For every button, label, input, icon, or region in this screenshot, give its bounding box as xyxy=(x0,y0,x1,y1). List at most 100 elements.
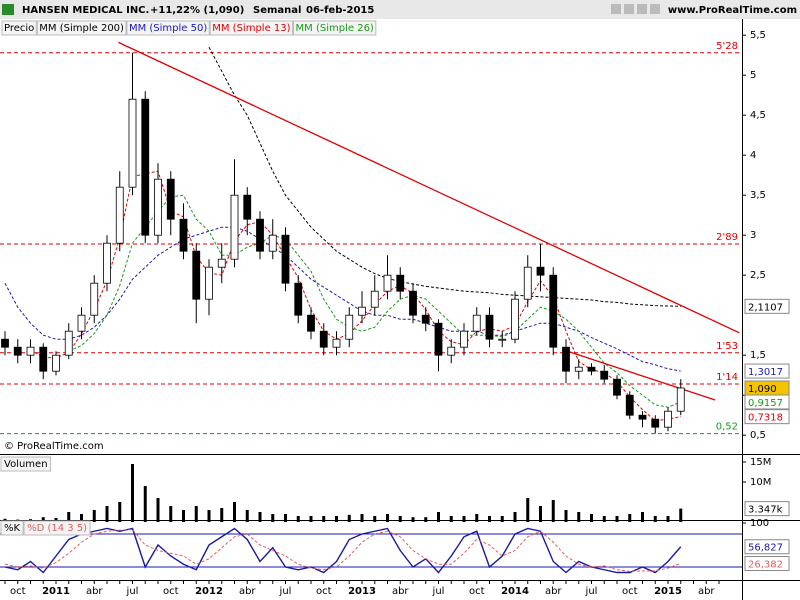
value-box-bg xyxy=(744,380,790,396)
candle-body xyxy=(154,178,162,236)
volume-bar xyxy=(513,512,517,522)
candle-body xyxy=(179,218,188,252)
value-box: 56,827 xyxy=(744,539,790,555)
level-label: 0,52 xyxy=(716,422,738,433)
volume-bar xyxy=(462,516,466,522)
candle-body xyxy=(103,242,111,284)
candle-body xyxy=(485,314,494,340)
credit: © ProRealTime.com xyxy=(4,441,104,452)
stoch-line xyxy=(4,529,681,572)
candle-body xyxy=(536,266,545,276)
candle-body xyxy=(409,290,417,316)
volume-bar xyxy=(411,517,415,522)
icon[interactable] xyxy=(611,4,621,14)
candle-body xyxy=(664,410,672,428)
icon[interactable] xyxy=(624,4,634,14)
volume-bar xyxy=(169,506,173,522)
y-tick-label: 10M xyxy=(750,477,771,488)
level-label: 1'53 xyxy=(716,341,738,352)
volume-bar xyxy=(564,510,568,522)
candle-body xyxy=(460,330,468,348)
candle-body xyxy=(358,306,366,316)
y-tick-label: 4,5 xyxy=(750,110,766,121)
value-box: 1,090 xyxy=(744,380,790,396)
volume-bar xyxy=(449,516,453,522)
candle-body xyxy=(52,354,60,372)
icon[interactable] xyxy=(650,4,660,14)
candle-body xyxy=(39,346,48,372)
volume-bar xyxy=(118,502,122,522)
y-tick-label: 2,5 xyxy=(750,270,766,281)
value-box-bg xyxy=(744,409,790,425)
value-box: 0,7318 xyxy=(744,409,790,425)
value-box: 0,9157 xyxy=(744,394,790,410)
panel-label-box xyxy=(0,456,52,472)
candle-body xyxy=(256,218,264,252)
y-tick-label: 5,5 xyxy=(750,30,766,41)
candle-body xyxy=(26,346,35,356)
value-box-label: 0,9157 xyxy=(748,398,783,409)
y-tick-label: 4 xyxy=(750,150,756,161)
value-box: 3.347k xyxy=(744,501,790,517)
y-tick-label: 15M xyxy=(750,457,771,468)
volume-bar xyxy=(373,516,377,522)
x-tick-label: 2015 xyxy=(654,586,682,597)
value-box-label: 2,1107 xyxy=(748,302,783,313)
legend-box xyxy=(36,20,127,36)
volume-bar xyxy=(92,510,96,522)
x-tick-label: oct xyxy=(469,586,485,597)
header-period: Semanal xyxy=(253,5,301,16)
value-box-bg xyxy=(744,539,790,555)
panel-label: %K xyxy=(4,523,21,534)
volume-bar xyxy=(194,506,198,522)
candle-body xyxy=(141,98,150,236)
volume-bar xyxy=(551,500,555,522)
candle-body xyxy=(600,370,609,380)
volume-bar xyxy=(271,514,275,522)
value-box-label: 0,7318 xyxy=(748,413,783,424)
candle-body xyxy=(319,330,328,348)
volume-bar xyxy=(182,510,185,522)
volume-bar xyxy=(615,516,619,522)
volume-bar xyxy=(258,512,262,522)
value-box-bg xyxy=(744,298,790,314)
panel-label: Volumen xyxy=(4,459,48,470)
legend-box xyxy=(126,20,210,36)
candle-body xyxy=(638,414,647,420)
x-tick-label: oct xyxy=(316,586,332,597)
y-tick-label: 3,5 xyxy=(750,190,766,201)
volume-bar xyxy=(131,464,134,522)
x-tick-label: oct xyxy=(622,586,638,597)
volume-bar xyxy=(526,498,530,522)
volume-bar xyxy=(386,514,389,522)
candle-body xyxy=(77,314,86,332)
candle-body xyxy=(651,418,660,428)
legend-box xyxy=(1,20,37,36)
volume-bar xyxy=(322,516,326,522)
candle-body xyxy=(676,387,685,412)
candle-body xyxy=(613,378,621,396)
legend-label: MM (Simple 13) xyxy=(212,23,290,34)
value-box: 26,382 xyxy=(744,555,790,571)
value-box-label: 26,382 xyxy=(748,559,783,570)
volume-bar xyxy=(641,512,644,522)
x-tick-label: abr xyxy=(239,586,256,597)
value-box-label: 1,3017 xyxy=(748,367,783,378)
y-tick-label: 0,5 xyxy=(750,430,766,441)
panel-label: %D (14 3 5) xyxy=(27,523,87,534)
x-tick-label: oct xyxy=(163,586,179,597)
candle-body xyxy=(268,234,277,252)
x-tick-label: abr xyxy=(698,586,715,597)
volume-bar xyxy=(105,506,109,522)
volume-bar xyxy=(143,486,147,522)
volume-bar xyxy=(309,516,313,522)
candle-body xyxy=(307,314,315,332)
candle-body xyxy=(370,290,379,308)
x-tick-label: 2013 xyxy=(348,586,376,597)
value-box-bg xyxy=(744,501,790,517)
value-box: 1,3017 xyxy=(744,363,790,379)
value-box-bg xyxy=(744,555,790,571)
volume-bar xyxy=(220,508,224,522)
icon[interactable] xyxy=(637,4,647,14)
